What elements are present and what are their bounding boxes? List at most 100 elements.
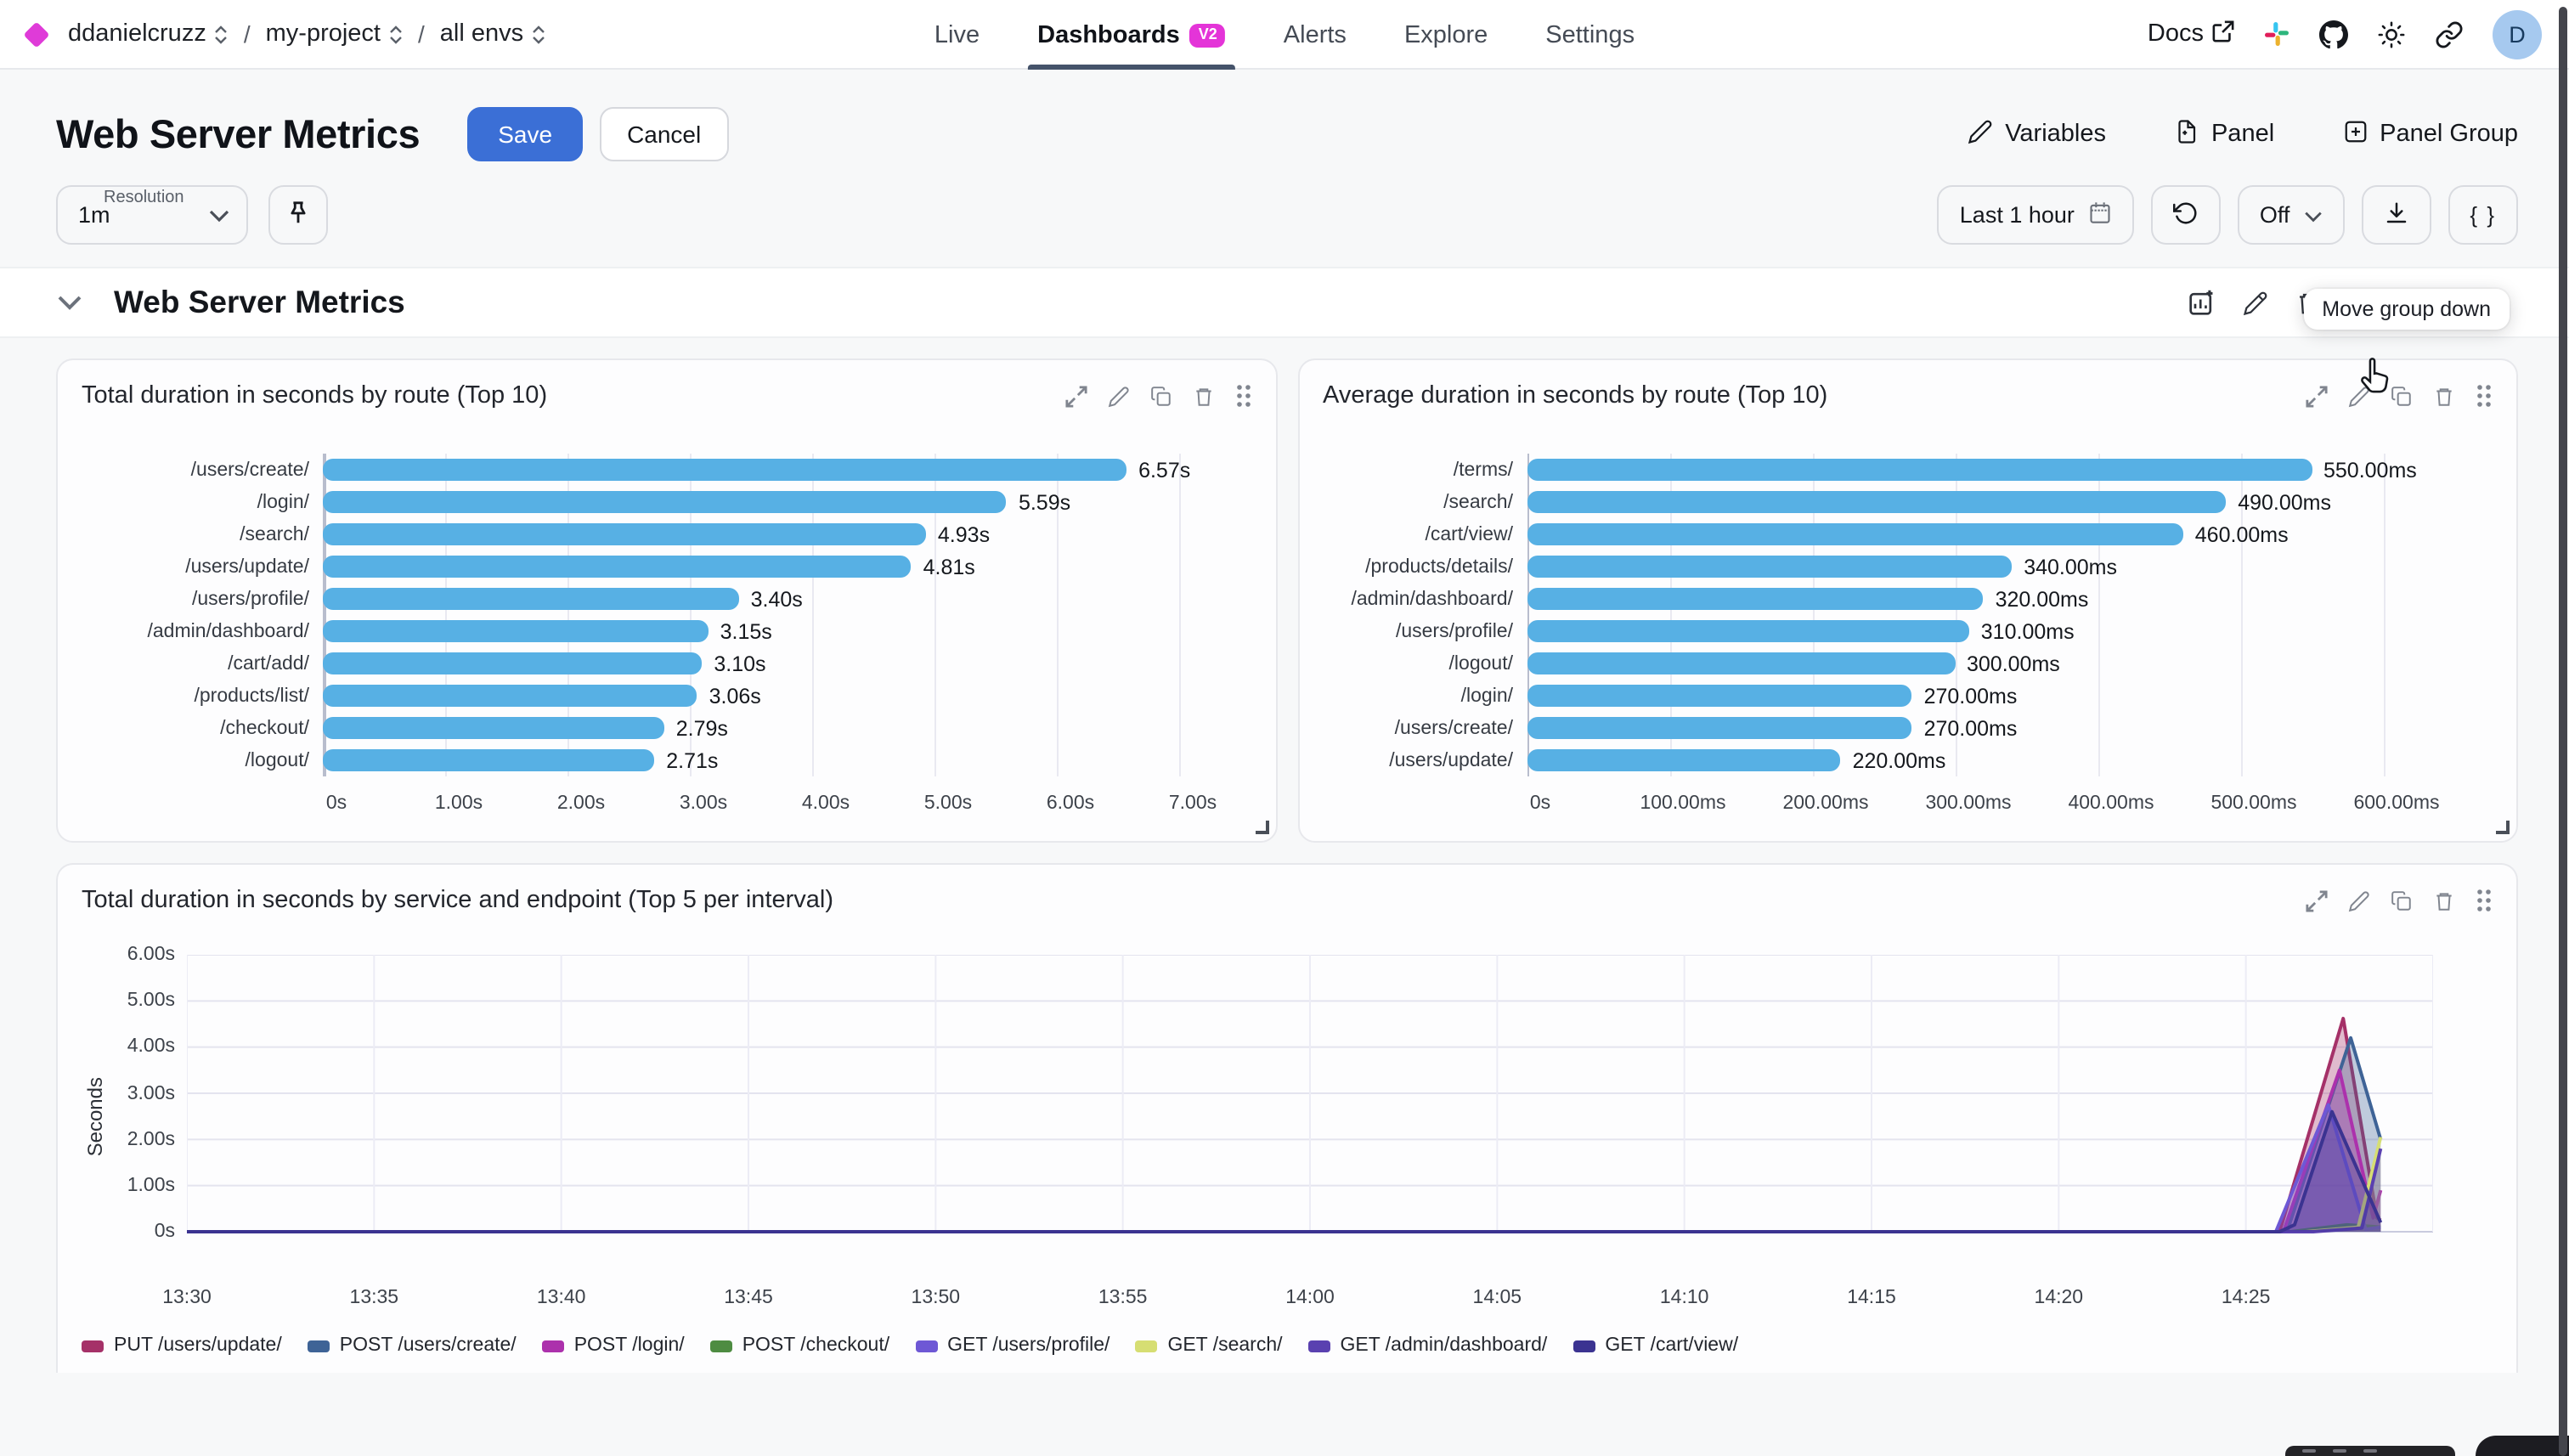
legend-item[interactable]: GET /users/profile/ (915, 1335, 1109, 1356)
nav-dashboards[interactable]: Dashboards V2 (1027, 0, 1236, 70)
add-panel-button[interactable]: Panel (2174, 118, 2274, 150)
series-area[interactable] (187, 1137, 2381, 1232)
drag-handle-icon[interactable] (2476, 889, 2493, 912)
variables-button[interactable]: Variables (1968, 118, 2106, 150)
nav-live[interactable]: Live (934, 0, 980, 70)
scrollbar[interactable] (2559, 7, 2567, 1456)
theme-toggle-sun-icon[interactable] (2377, 20, 2406, 48)
delete-icon[interactable] (2433, 889, 2455, 911)
expand-icon[interactable] (1064, 385, 1087, 407)
legend-item[interactable]: GET /cart/view/ (1572, 1335, 1738, 1356)
legend-label: POST /users/create/ (339, 1335, 517, 1356)
bar[interactable] (323, 459, 1127, 481)
series-line[interactable] (187, 1103, 2381, 1233)
bar[interactable] (1527, 459, 2312, 481)
series-area[interactable] (187, 1037, 2381, 1232)
share-link-icon[interactable] (2435, 20, 2464, 48)
refresh-interval-select[interactable]: Off (2237, 185, 2345, 245)
bar[interactable] (323, 491, 1007, 513)
edit-icon[interactable] (1107, 385, 1129, 407)
series-area[interactable] (187, 1018, 2381, 1232)
bar[interactable] (1527, 556, 2013, 578)
legend-item[interactable]: GET /admin/dashboard/ (1307, 1335, 1547, 1356)
edit-icon[interactable] (2348, 385, 2370, 407)
bar[interactable] (323, 588, 739, 610)
nav-explore[interactable]: Explore (1404, 0, 1488, 70)
bar[interactable] (1527, 717, 1912, 739)
legend-item[interactable]: POST /login/ (541, 1335, 685, 1356)
bar[interactable] (1527, 685, 1912, 707)
add-chart-button[interactable] (2188, 289, 2216, 316)
series-line[interactable] (187, 1148, 2383, 1233)
bar-row: 300.00ms (1527, 647, 2407, 680)
grid-line (690, 454, 692, 776)
bar[interactable] (1527, 523, 2183, 545)
resolution-select[interactable]: Resolution 1m (56, 185, 248, 245)
grid-line (2383, 454, 2385, 776)
bar[interactable] (323, 523, 926, 545)
cancel-button[interactable]: Cancel (600, 107, 729, 161)
json-editor-button[interactable]: { } (2448, 185, 2518, 245)
drag-handle-icon[interactable] (1234, 384, 1251, 408)
series-area[interactable] (187, 1104, 2381, 1232)
x-tick-label: 14:00 (1285, 1288, 1335, 1308)
expand-icon[interactable] (2306, 385, 2328, 407)
bar[interactable] (323, 556, 912, 578)
series-area[interactable] (187, 1069, 2381, 1232)
bar[interactable] (323, 685, 697, 707)
series-line[interactable] (187, 1036, 2383, 1233)
save-button[interactable]: Save (467, 107, 584, 161)
copy-icon[interactable] (1149, 385, 1172, 407)
collapse-chevron-icon[interactable] (56, 294, 83, 311)
bar[interactable] (1527, 652, 1955, 674)
series-line[interactable] (187, 1016, 2382, 1233)
legend-item[interactable]: POST /checkout/ (709, 1335, 889, 1356)
avatar[interactable]: D (2493, 9, 2542, 59)
bar[interactable] (323, 652, 703, 674)
bar-value-label: 270.00ms (1923, 684, 2018, 708)
series-line[interactable] (187, 1109, 2383, 1233)
series-line[interactable] (187, 1068, 2383, 1233)
delete-icon[interactable] (2433, 385, 2455, 407)
delete-icon[interactable] (1192, 385, 1214, 407)
nav-settings[interactable]: Settings (1545, 0, 1635, 70)
docs-link[interactable]: Docs (2148, 20, 2234, 48)
series-line[interactable] (187, 1137, 2383, 1233)
legend-item[interactable]: PUT /users/update/ (82, 1335, 282, 1356)
bar[interactable] (323, 749, 655, 771)
expand-icon[interactable] (2306, 889, 2328, 911)
pin-button[interactable] (268, 185, 328, 245)
github-icon[interactable] (2319, 20, 2348, 48)
slack-icon[interactable] (2263, 20, 2290, 48)
copy-icon[interactable] (2391, 889, 2413, 911)
refresh-button[interactable] (2150, 185, 2221, 245)
bar[interactable] (1527, 491, 2227, 513)
copy-icon[interactable] (2391, 385, 2413, 407)
legend-item[interactable]: GET /search/ (1135, 1335, 1283, 1356)
resize-handle[interactable] (1255, 821, 1268, 834)
edit-icon[interactable] (2348, 889, 2370, 911)
drag-handle-icon[interactable] (2476, 384, 2493, 408)
bar[interactable] (323, 620, 709, 642)
x-axis: 0s 100.00ms 200.00ms 300.00ms 400.00ms 500.00… (1530, 783, 2493, 824)
nav-alerts[interactable]: Alerts (1284, 0, 1347, 70)
add-panel-group-button[interactable]: Panel Group (2342, 118, 2518, 150)
main-nav: Live Dashboards V2 Alerts Explore Settin… (934, 0, 1635, 70)
bar[interactable] (323, 717, 664, 739)
time-range-button[interactable]: Last 1 hour (1937, 185, 2134, 245)
bar[interactable] (1527, 620, 1969, 642)
breadcrumb-org[interactable]: ddanielcruzz (68, 20, 229, 48)
x-tick-label: 5.00s (923, 793, 973, 814)
download-button[interactable] (2361, 185, 2431, 245)
bar[interactable] (1527, 588, 1984, 610)
legend-item[interactable]: POST /users/create/ (307, 1335, 517, 1356)
series-area[interactable] (187, 1148, 2381, 1232)
edit-group-button[interactable] (2243, 290, 2268, 315)
x-tick-label: 14:20 (2034, 1288, 2084, 1308)
breadcrumb-project[interactable]: my-project (266, 20, 403, 48)
series-area[interactable] (187, 1111, 2381, 1232)
grid-line (934, 454, 936, 776)
breadcrumb-env[interactable]: all envs (440, 20, 545, 48)
bar[interactable] (1527, 749, 1841, 771)
resize-handle[interactable] (2496, 821, 2510, 834)
